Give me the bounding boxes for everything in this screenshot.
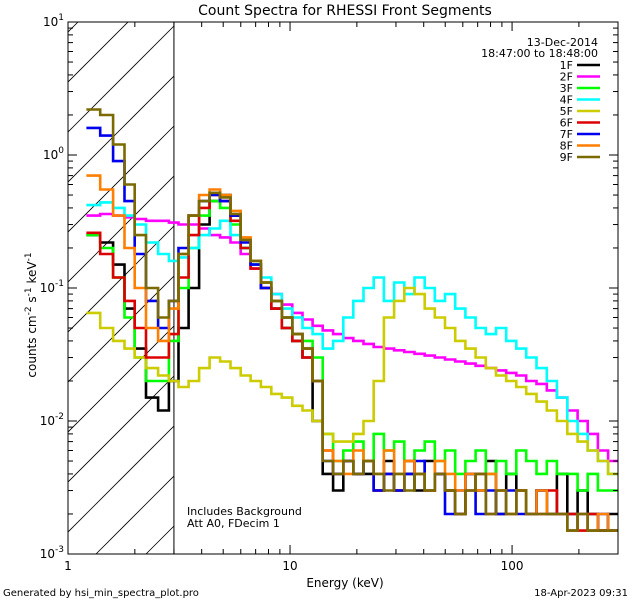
hatch-line xyxy=(68,22,229,183)
y-tick-label: 10-1 xyxy=(40,279,64,295)
legend-label-1F: 1F xyxy=(560,59,573,72)
legend-label-4F: 4F xyxy=(560,94,573,107)
series-layer xyxy=(86,108,618,532)
legend-label-7F: 7F xyxy=(560,128,573,141)
shaded-region xyxy=(68,22,618,554)
legend-label-2F: 2F xyxy=(560,71,573,84)
legend: 13-Dec-2014 18:47:00 to 18:48:00 1F2F3F4… xyxy=(481,36,600,164)
generated-by: Generated by hsi_min_spectra_plot.pro xyxy=(3,588,199,599)
x-tick-label: 1 xyxy=(64,559,72,573)
legend-label-5F: 5F xyxy=(560,105,573,118)
x-tick-label: 10 xyxy=(282,559,297,573)
y-tick-label: 10-2 xyxy=(40,412,64,428)
axes: 1 10 100 101 100 10-1 10-2 10-3 xyxy=(40,13,619,573)
series-2F xyxy=(86,212,618,463)
legend-time-range: 18:47:00 to 18:48:00 xyxy=(481,47,598,60)
legend-label-3F: 3F xyxy=(560,82,573,95)
y-axis-label: counts cm-2 s-1 keV-1 xyxy=(24,252,39,377)
y-tick-label: 101 xyxy=(43,13,64,29)
series-5F xyxy=(86,286,618,476)
generated-at: 18-Apr-2023 09:31 xyxy=(534,588,628,599)
annotation-background: Includes Background xyxy=(187,505,302,518)
chart-title: Count Spectra for RHESSI Front Segments xyxy=(198,3,492,19)
series-4F xyxy=(86,201,618,476)
legend-label-6F: 6F xyxy=(560,117,573,130)
hatch-line xyxy=(68,22,129,83)
x-axis-label: Energy (keV) xyxy=(306,576,383,590)
legend-label-8F: 8F xyxy=(560,140,573,153)
annotation-attenuator: Att A0, FDecim 1 xyxy=(187,517,280,530)
legend-date: 13-Dec-2014 xyxy=(527,36,598,49)
hatch-mask xyxy=(173,22,618,554)
legend-label-9F: 9F xyxy=(560,151,573,164)
x-tick-label: 100 xyxy=(501,559,524,573)
y-tick-label: 100 xyxy=(43,146,64,162)
series-9F xyxy=(86,108,618,532)
y-tick-label: 10-3 xyxy=(40,545,64,561)
